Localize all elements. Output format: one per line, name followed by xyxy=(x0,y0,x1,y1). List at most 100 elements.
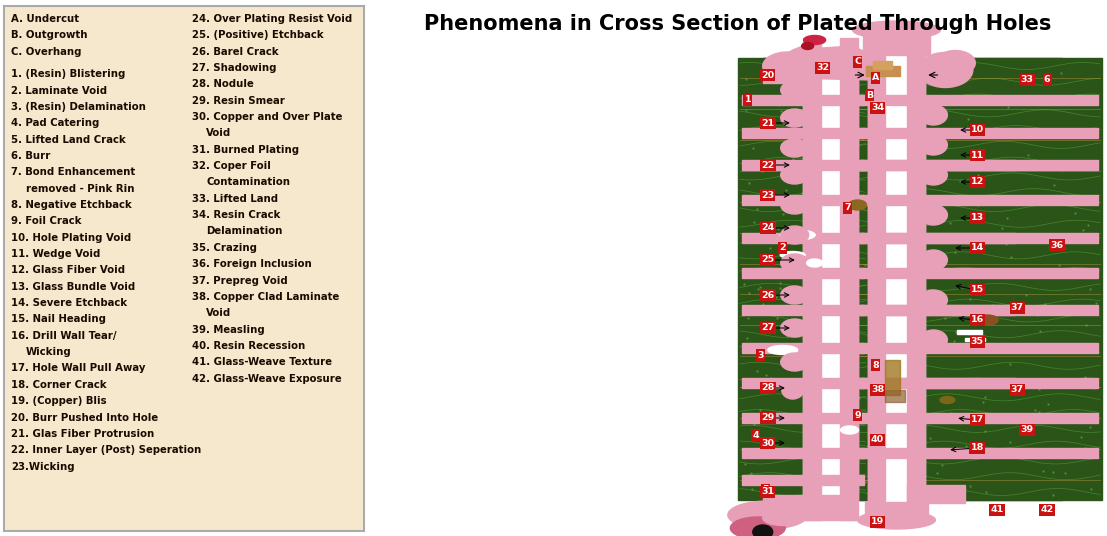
Text: 20. Burr Pushed Into Hole: 20. Burr Pushed Into Hole xyxy=(11,413,158,422)
Bar xyxy=(763,495,850,515)
Text: 37: 37 xyxy=(1011,385,1024,394)
Text: 14. Severe Etchback: 14. Severe Etchback xyxy=(11,298,127,308)
Text: 33. Lifted Land: 33. Lifted Land xyxy=(192,193,278,204)
Text: 25: 25 xyxy=(762,256,774,264)
Text: 27: 27 xyxy=(762,324,775,332)
Text: C: C xyxy=(855,57,861,66)
Ellipse shape xyxy=(849,200,867,210)
Bar xyxy=(742,95,863,105)
Ellipse shape xyxy=(920,165,948,185)
Text: 32. Coper Foil: 32. Coper Foil xyxy=(192,161,270,171)
Bar xyxy=(742,475,863,485)
Ellipse shape xyxy=(920,205,948,225)
Text: C. Overhang: C. Overhang xyxy=(11,47,82,57)
Text: 21. Glas Fiber Protrusion: 21. Glas Fiber Protrusion xyxy=(11,429,154,439)
Ellipse shape xyxy=(920,290,948,310)
Text: 15. Nail Heading: 15. Nail Heading xyxy=(11,315,106,324)
Bar xyxy=(872,61,892,69)
Bar xyxy=(763,63,813,83)
Text: 9: 9 xyxy=(855,411,861,420)
Ellipse shape xyxy=(782,381,804,399)
Text: 24. Over Plating Resist Void: 24. Over Plating Resist Void xyxy=(192,14,352,24)
Text: 35. Crazing: 35. Crazing xyxy=(192,243,257,253)
Text: 36. Foreign Inclusion: 36. Foreign Inclusion xyxy=(192,259,311,269)
Bar xyxy=(805,502,856,520)
Text: 15: 15 xyxy=(971,286,984,294)
Text: A: A xyxy=(872,73,879,83)
Text: 24: 24 xyxy=(762,224,775,233)
Ellipse shape xyxy=(840,426,859,434)
Text: 37: 37 xyxy=(1011,303,1024,312)
Text: 16. Drill Wall Tear/: 16. Drill Wall Tear/ xyxy=(11,331,116,341)
Bar xyxy=(803,38,820,520)
Bar xyxy=(742,448,863,458)
Text: 17. Hole Wall Pull Away: 17. Hole Wall Pull Away xyxy=(11,363,145,374)
Bar xyxy=(859,128,1098,138)
Text: 7: 7 xyxy=(845,204,851,212)
Text: 4: 4 xyxy=(753,430,759,440)
Bar xyxy=(742,160,863,170)
Bar xyxy=(858,58,1101,500)
Bar xyxy=(925,58,1062,500)
Bar xyxy=(742,233,863,243)
Text: 2. Laminate Void: 2. Laminate Void xyxy=(11,86,107,95)
Bar xyxy=(742,128,863,138)
Bar xyxy=(868,38,886,520)
Text: 26. Barel Crack: 26. Barel Crack xyxy=(192,47,278,57)
Ellipse shape xyxy=(780,166,808,184)
Text: 30. Copper and Over Plate: 30. Copper and Over Plate xyxy=(192,112,342,122)
Bar xyxy=(859,413,1098,423)
Text: A. Undercut: A. Undercut xyxy=(11,14,80,24)
Ellipse shape xyxy=(780,251,805,258)
Ellipse shape xyxy=(727,501,808,529)
Text: 17: 17 xyxy=(971,415,984,425)
Ellipse shape xyxy=(920,250,948,270)
Text: 11: 11 xyxy=(971,151,984,160)
Bar xyxy=(859,305,1014,315)
Text: 29: 29 xyxy=(762,413,775,422)
Text: 40: 40 xyxy=(871,435,884,444)
Bar xyxy=(859,233,1098,243)
Ellipse shape xyxy=(768,346,798,354)
Text: 39. Measling: 39. Measling xyxy=(192,324,265,334)
Ellipse shape xyxy=(780,139,808,157)
Ellipse shape xyxy=(858,511,935,529)
Bar xyxy=(908,38,925,520)
Text: 22. Inner Layer (Post) Seperation: 22. Inner Layer (Post) Seperation xyxy=(11,445,201,455)
Bar xyxy=(859,233,1014,243)
Text: 19: 19 xyxy=(871,517,884,526)
Bar xyxy=(859,195,1098,205)
Ellipse shape xyxy=(852,21,940,39)
Text: 6: 6 xyxy=(1044,76,1051,85)
Ellipse shape xyxy=(763,510,803,525)
Bar xyxy=(859,378,1014,388)
Bar xyxy=(859,268,1098,278)
Text: 21: 21 xyxy=(762,118,775,128)
Ellipse shape xyxy=(780,196,808,214)
Bar xyxy=(862,33,930,55)
Text: 33: 33 xyxy=(1021,76,1034,85)
Text: 7. Bond Enhancement: 7. Bond Enhancement xyxy=(11,167,135,177)
Bar xyxy=(965,338,985,341)
Bar xyxy=(742,268,863,278)
Bar xyxy=(859,378,1098,388)
Bar xyxy=(859,160,1098,170)
Ellipse shape xyxy=(935,50,975,76)
Text: Delamination: Delamination xyxy=(206,226,282,236)
Text: Void: Void xyxy=(206,308,231,318)
Text: 18. Corner Crack: 18. Corner Crack xyxy=(11,380,106,390)
Text: Void: Void xyxy=(206,128,231,138)
Bar xyxy=(886,360,900,395)
Text: 31: 31 xyxy=(762,488,774,496)
Ellipse shape xyxy=(920,135,948,155)
Text: 39: 39 xyxy=(1021,426,1034,435)
Ellipse shape xyxy=(920,105,948,125)
Bar xyxy=(886,390,906,402)
Text: 35: 35 xyxy=(971,338,984,346)
Bar xyxy=(859,160,1014,170)
Text: 38. Copper Clad Laminate: 38. Copper Clad Laminate xyxy=(192,292,339,302)
Ellipse shape xyxy=(976,315,999,325)
Text: 8: 8 xyxy=(872,361,879,369)
Text: 1: 1 xyxy=(745,95,752,105)
Text: 40. Resin Recession: 40. Resin Recession xyxy=(192,341,304,351)
